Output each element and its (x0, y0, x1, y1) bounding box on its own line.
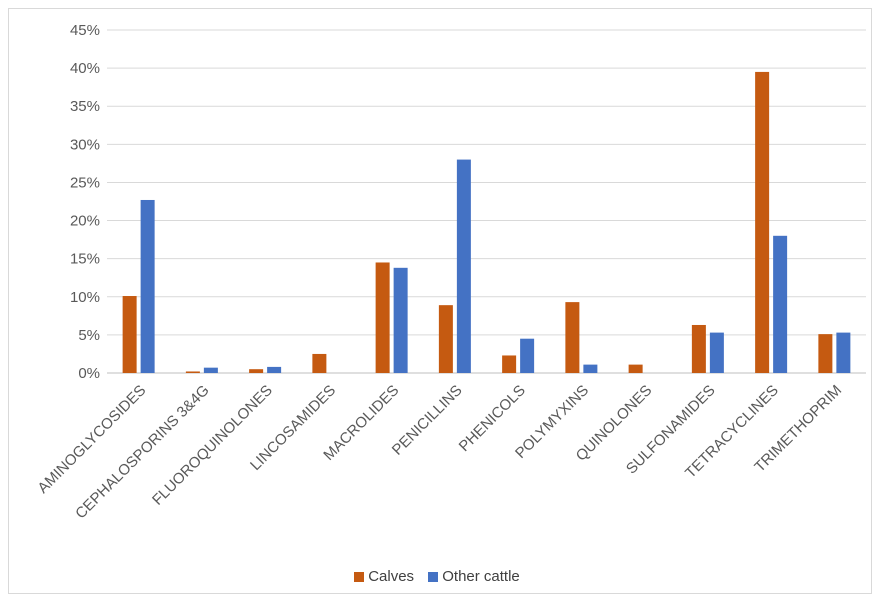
gridlines (107, 29, 866, 374)
legend-item-calves: Calves (354, 568, 414, 585)
y-axis-ticks: 0% 5% 10% 15% 20% 25% 30% 35% 40% 45% (70, 22, 100, 382)
y-tick-label: 40% (70, 60, 100, 77)
y-tick-label: 45% (70, 22, 100, 39)
legend-swatch-other-cattle (428, 571, 439, 582)
bar-calves (691, 324, 706, 373)
x-tick-label: AMINOGLYCOSIDES (34, 382, 149, 497)
bar-other-cattle (836, 332, 851, 373)
y-tick-label: 5% (78, 327, 100, 344)
bar-other-cattle (267, 366, 282, 373)
bar-other-cattle (773, 235, 788, 373)
bar-other-cattle (583, 364, 598, 373)
bar-other-cattle (456, 159, 471, 373)
legend-label-other-cattle: Other cattle (442, 568, 520, 585)
bar-calves (502, 355, 517, 373)
bar-calves (818, 334, 833, 373)
legend-item-other-cattle: Other cattle (428, 568, 520, 585)
legend-label-calves: Calves (368, 568, 415, 585)
legend-swatch-calves (354, 571, 365, 582)
bar-other-cattle (709, 332, 724, 373)
bar-calves (375, 262, 390, 373)
y-tick-label: 20% (70, 213, 100, 230)
y-tick-label: 30% (70, 136, 100, 153)
bar-other-cattle (203, 367, 218, 373)
bar-other-cattle (393, 267, 408, 373)
y-tick-label: 0% (78, 365, 100, 382)
y-tick-label: 10% (70, 289, 100, 306)
bar-calves (628, 364, 643, 373)
bar-calves (249, 369, 264, 373)
bar-calves (312, 353, 327, 373)
bar-calves (122, 296, 137, 373)
bar-other-cattle (140, 199, 155, 373)
bar-calves (565, 302, 580, 373)
x-tick-label: CEPHALOSPORINS 3&4G (72, 382, 213, 523)
bar-calves (755, 71, 770, 373)
bar-other-cattle (520, 338, 535, 373)
legend: Calves Other cattle (0, 568, 874, 586)
bar-calves (185, 371, 200, 373)
y-tick-label: 15% (70, 251, 100, 268)
x-tick-label: FLUOROQUINOLONES (149, 382, 276, 509)
bar-calves (438, 305, 453, 373)
y-tick-label: 35% (70, 98, 100, 115)
bars (122, 71, 851, 373)
y-tick-label: 25% (70, 174, 100, 191)
